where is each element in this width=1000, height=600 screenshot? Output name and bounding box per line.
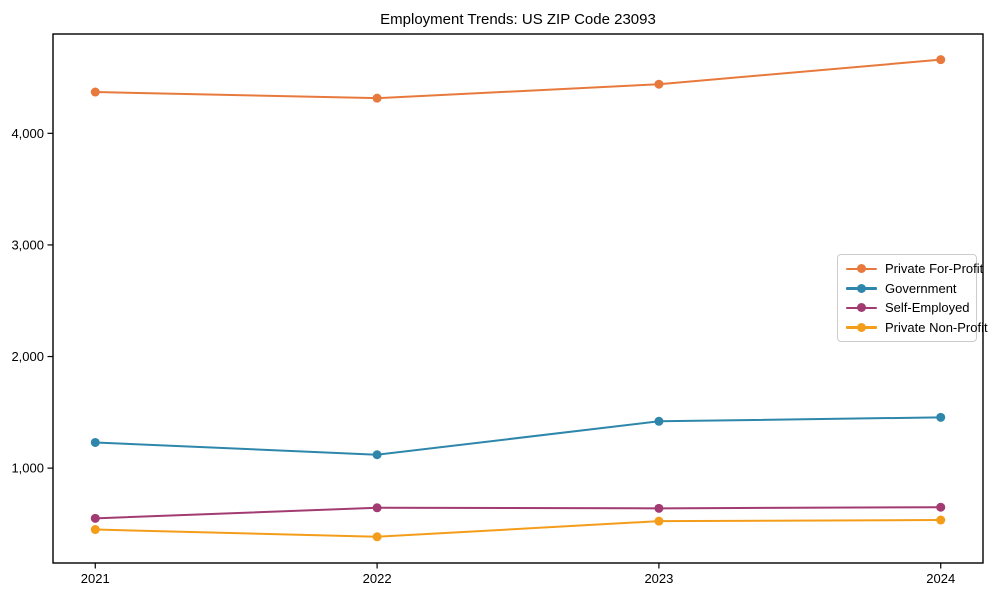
x-tick-label: 2024 <box>926 571 955 586</box>
data-point-government-2022 <box>372 450 382 460</box>
series-line-private-non-profit <box>94 519 942 538</box>
data-point-private-non-profit-2022 <box>372 532 382 542</box>
legend-item-private-for-profit: Private For-Profit <box>846 260 983 278</box>
legend-label: Self-Employed <box>885 300 970 316</box>
data-point-private-non-profit-2023 <box>654 516 664 526</box>
legend-dot-swatch <box>857 264 866 274</box>
series-line-government <box>94 416 942 456</box>
data-point-self-employed-2023 <box>654 503 664 513</box>
data-point-private-non-profit-2021 <box>90 525 100 535</box>
series-line-self-employed <box>94 506 942 520</box>
x-tick-label: 2021 <box>81 571 110 586</box>
data-point-self-employed-2021 <box>90 513 100 523</box>
y-tick-label: 2,000 <box>11 349 44 364</box>
legend-label: Private For-Profit <box>885 261 984 277</box>
data-point-government-2023 <box>654 416 664 426</box>
chart-legend: Private For-Profit Government Self-Employe… <box>837 254 988 342</box>
data-point-private-non-profit-2024 <box>936 515 946 525</box>
data-point-private-for-profit-2024 <box>936 55 946 65</box>
y-tick-label: 4,000 <box>11 126 44 141</box>
legend-dot-swatch <box>857 303 866 313</box>
legend-dot-swatch <box>857 322 866 332</box>
data-point-government-2021 <box>90 437 100 447</box>
legend-item-self-employed: Self-Employed <box>846 299 970 317</box>
legend-label: Private Non-Profit <box>885 319 988 335</box>
series-line-private-for-profit <box>94 58 942 100</box>
data-point-private-for-profit-2022 <box>372 93 382 103</box>
data-point-private-for-profit-2021 <box>90 87 100 97</box>
axes-box <box>52 33 984 564</box>
y-tick-label: 1,000 <box>11 461 44 476</box>
data-point-self-employed-2024 <box>936 502 946 512</box>
x-tick-label: 2023 <box>644 571 673 586</box>
data-point-private-for-profit-2023 <box>654 79 664 89</box>
legend-dot-swatch <box>857 283 866 293</box>
legend-item-private-non-profit: Private Non-Profit <box>846 318 988 336</box>
legend-marker-icon <box>846 322 877 332</box>
data-point-self-employed-2022 <box>372 503 382 513</box>
legend-marker-icon <box>846 303 877 313</box>
legend-item-government: Government <box>846 279 968 297</box>
x-tick-label: 2022 <box>363 571 392 586</box>
data-point-government-2024 <box>936 412 946 422</box>
legend-label: Government <box>885 280 957 296</box>
y-tick-label: 3,000 <box>11 237 44 252</box>
chart-title: Employment Trends: US ZIP Code 23093 <box>380 11 656 28</box>
legend-marker-icon <box>846 264 877 274</box>
legend-marker-icon <box>846 283 877 293</box>
